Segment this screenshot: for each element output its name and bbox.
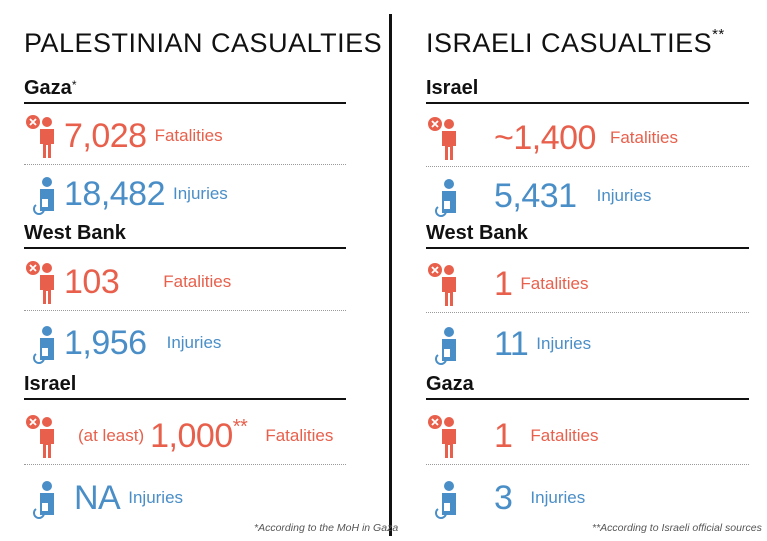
region-israel-heading: Israel (426, 76, 749, 104)
injuries-value: 18,482 (64, 175, 166, 213)
israel-fatalities-row: (at least) 1,000** Fatalities (24, 408, 346, 465)
person-fatality-icon (426, 261, 466, 307)
person-fatality-icon (24, 113, 64, 159)
person-injured-icon (426, 475, 466, 521)
person-injured-icon (24, 475, 64, 521)
person-fatality-icon (426, 413, 466, 459)
person-injured-icon (24, 320, 64, 366)
fatalities-label: Fatalities (163, 272, 232, 291)
israel-injuries-row: 5,431 Injuries (426, 168, 749, 224)
right-footnote: **According to Israeli official sources (592, 522, 762, 534)
person-injured-icon (24, 171, 64, 217)
region-israel-heading: Israel (24, 372, 346, 400)
left-footnote: *According to the MoH in Gaza (254, 522, 399, 534)
region-west-bank-heading: West Bank (24, 221, 346, 249)
person-fatality-icon (24, 413, 64, 459)
injuries-value: 1,956 (64, 324, 147, 362)
person-injured-icon (426, 173, 466, 219)
israeli-casualties-title: ISRAELI CASUALTIES** (426, 26, 725, 58)
region-west-bank-heading: West Bank (426, 221, 749, 249)
injuries-value: 11 (494, 325, 529, 363)
person-fatality-icon (426, 115, 466, 161)
fatalities-value: 7,028 (64, 117, 147, 155)
fatalities-label: Fatalities (154, 126, 223, 145)
west-bank-injuries-row: 1,956 Injuries (24, 315, 346, 371)
injuries-value: 5,431 (494, 177, 577, 215)
injuries-label: Injuries (173, 184, 228, 203)
column-divider (389, 14, 392, 536)
injuries-label: Injuries (128, 488, 184, 507)
fatalities-label: Fatalities (530, 426, 599, 445)
injuries-label: Injuries (536, 334, 592, 353)
fatalities-label: Fatalities (609, 128, 678, 147)
region-gaza-heading: Gaza (426, 372, 749, 400)
injuries-value: NA (74, 479, 121, 517)
palestinian-casualties-title: PALESTINIAN CASUALTIES (24, 28, 383, 58)
injuries-value: 3 (494, 479, 513, 517)
fatalities-label: Fatalities (265, 426, 334, 445)
israel-fatalities-row: ~1,400 Fatalities (426, 110, 749, 167)
region-gaza-heading: Gaza* (24, 76, 346, 104)
west-bank-injuries-row: 11 Injuries (426, 316, 749, 372)
fatalities-value: ~1,400 (494, 119, 596, 157)
person-fatality-icon (24, 259, 64, 305)
gaza-fatalities-row: 1 Fatalities (426, 408, 749, 465)
gaza-fatalities-row: 7,028 Fatalities (24, 108, 346, 165)
injuries-label: Injuries (166, 333, 222, 352)
gaza-injuries-row: 3 Injuries (426, 470, 749, 526)
injuries-label: Injuries (530, 488, 586, 507)
fatalities-value: 1 (494, 265, 513, 303)
israel-injuries-row: NA Injuries (24, 470, 346, 526)
fatalities-value: 1,000** (150, 416, 248, 455)
gaza-injuries-row: 18,482 Injuries (24, 166, 346, 222)
injuries-label: Injuries (596, 186, 652, 205)
fatalities-label: Fatalities (520, 274, 589, 293)
west-bank-fatalities-row: 1 Fatalities (426, 256, 749, 313)
fatalities-value: 1 (494, 417, 513, 455)
west-bank-fatalities-row: 103 Fatalities (24, 254, 346, 311)
person-injured-icon (426, 321, 466, 367)
fatalities-value: 103 (64, 263, 120, 301)
fatalities-prefix: (at least) (78, 426, 145, 445)
